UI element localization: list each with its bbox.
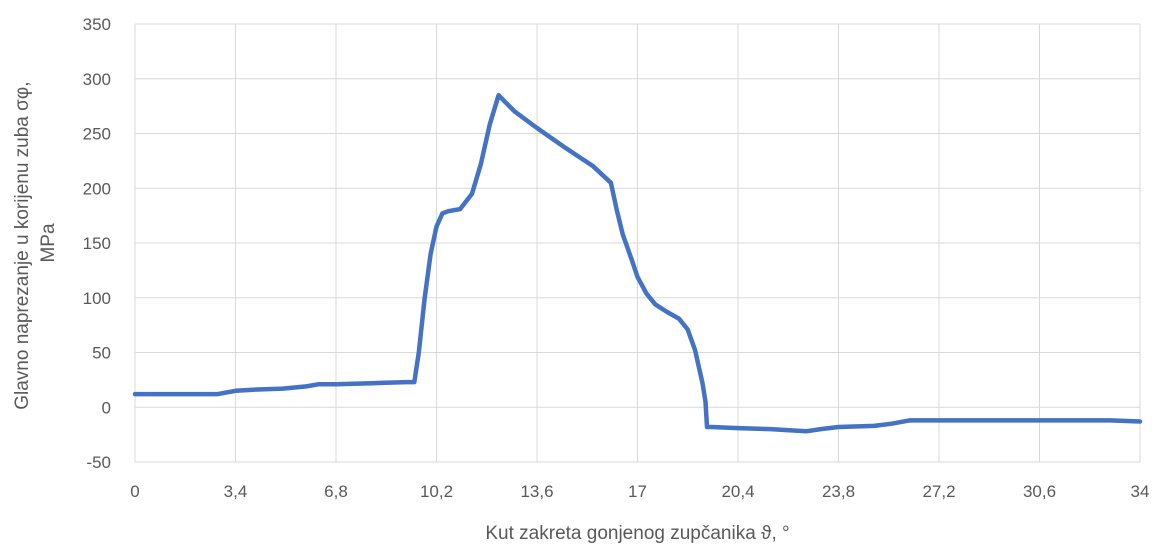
x-tick-label: 13,6 xyxy=(520,482,553,501)
y-tick-label: 0 xyxy=(102,398,111,417)
y-tick-label: 150 xyxy=(83,234,111,253)
y-axis-title: Glavno naprezanje u korijenu zuba σφ, MP… xyxy=(12,76,59,410)
y-axis-tick-labels: -50 0 50 100 150 200 250 300 350 xyxy=(83,15,111,472)
x-tick-label: 17 xyxy=(628,482,647,501)
x-tick-label: 20,4 xyxy=(721,482,754,501)
y-tick-label: 100 xyxy=(83,289,111,308)
x-tick-label: 23,8 xyxy=(822,482,855,501)
y-tick-label: -50 xyxy=(86,453,111,472)
y-tick-label: 250 xyxy=(83,125,111,144)
y-tick-label: 200 xyxy=(83,179,111,198)
x-tick-label: 30,6 xyxy=(1023,482,1056,501)
x-tick-label: 0 xyxy=(130,482,139,501)
x-axis-title: Kut zakreta gonjenog zupčanika ϑ, ° xyxy=(485,523,789,544)
y-axis-title-line-2: MPa xyxy=(38,223,59,263)
y-axis-title-line-1: Glavno naprezanje u korijenu zuba σφ, xyxy=(12,82,33,410)
series-line xyxy=(132,92,1143,434)
y-tick-label: 350 xyxy=(83,15,111,34)
x-tick-label: 34 xyxy=(1131,482,1150,501)
series-layer xyxy=(132,92,1143,434)
x-tick-label: 3,4 xyxy=(224,482,248,501)
y-tick-label: 300 xyxy=(83,70,111,89)
grid-lines xyxy=(134,23,1141,463)
x-tick-label: 6,8 xyxy=(324,482,348,501)
y-tick-label: 50 xyxy=(92,344,111,363)
x-tick-label: 27,2 xyxy=(922,482,955,501)
x-axis-tick-labels: 0 3,4 6,8 10,2 13,6 17 20,4 23,8 27,2 30,6 34 xyxy=(130,482,1149,501)
x-tick-label: 10,2 xyxy=(420,482,453,501)
